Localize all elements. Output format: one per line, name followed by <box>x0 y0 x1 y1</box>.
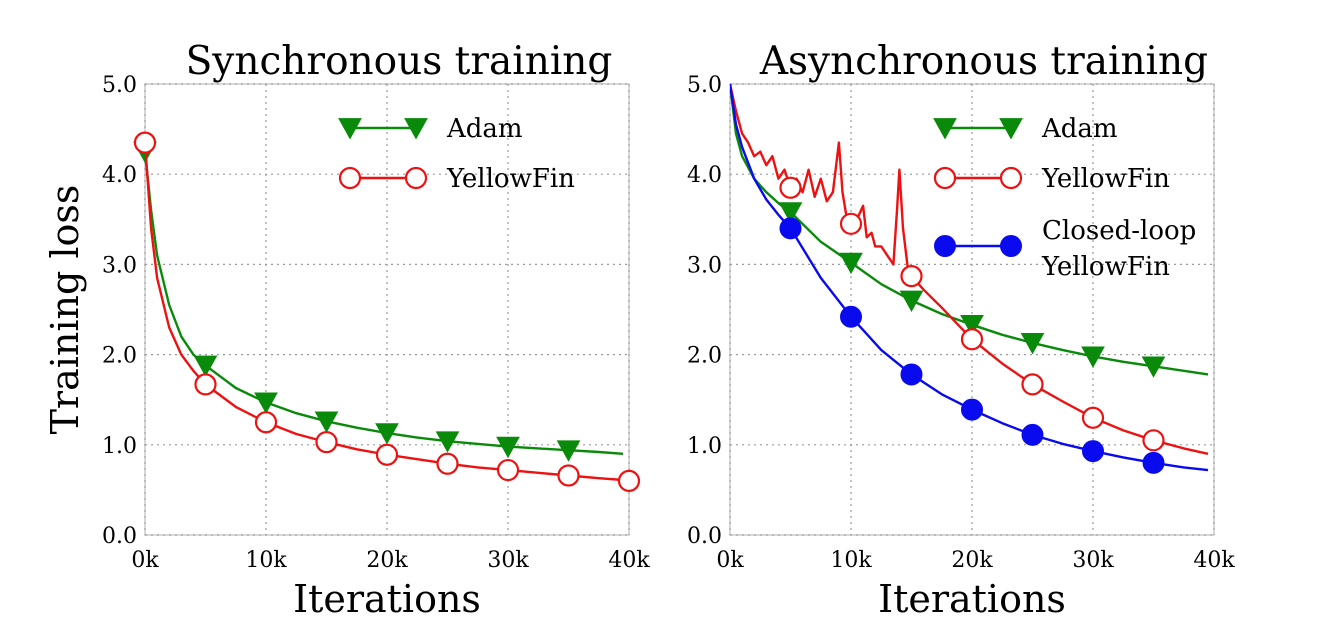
data-point-marker <box>314 411 339 433</box>
x-tick-label: 10k <box>245 548 287 573</box>
y-tick-label: 3.0 <box>102 253 137 278</box>
legend-item: Adam <box>933 114 1118 144</box>
y-axis-label: Training loss <box>43 185 87 435</box>
series-line <box>145 151 624 455</box>
data-point-marker <box>375 443 399 466</box>
data-point-marker <box>496 436 520 459</box>
data-point-marker <box>315 430 338 454</box>
legend-label: Closed-loop <box>1042 216 1196 246</box>
legend-item: Adam <box>338 114 523 144</box>
x-tick-label: 40k <box>1193 548 1235 573</box>
data-point-marker <box>960 314 984 337</box>
data-point-marker <box>961 398 983 421</box>
data-point-marker <box>839 252 863 275</box>
data-point-marker <box>556 440 581 462</box>
data-point-marker <box>375 423 399 445</box>
data-point-marker <box>617 469 641 492</box>
legend-item: Closed-loop YellowFin <box>934 216 1196 282</box>
x-axis-label: Iterations <box>293 577 481 621</box>
legend-item: YellowFin <box>338 164 575 194</box>
data-point-marker <box>840 305 862 328</box>
chart-title: Synchronous training <box>186 39 613 84</box>
series-yellowfin <box>133 131 641 492</box>
legend: Adam YellowFin Closed-loop YellowFin <box>933 114 1196 282</box>
chart-panel-1: 0k 10k 20k 30k 40k 0.0 1.0 2.0 3.0 4.0 5.0 Synchron… <box>43 39 650 621</box>
legend-marker <box>999 118 1023 140</box>
data-point-marker <box>779 217 802 240</box>
x-tick-label: 40k <box>608 548 650 573</box>
x-tick-label: 0k <box>716 548 744 573</box>
data-point-marker <box>1142 429 1165 452</box>
data-point-marker <box>436 452 459 475</box>
legend-label: Adam <box>446 114 523 144</box>
data-point-marker <box>1021 373 1044 396</box>
legend-marker <box>933 166 957 190</box>
data-point-marker <box>496 458 520 482</box>
x-tick-label: 30k <box>1072 548 1114 573</box>
data-point-marker <box>960 328 984 351</box>
data-point-marker <box>557 464 580 487</box>
data-point-marker <box>900 265 923 288</box>
data-point-marker <box>1081 406 1105 429</box>
data-point-marker <box>1082 440 1104 463</box>
data-point-marker <box>133 131 157 154</box>
legend-marker <box>338 166 362 190</box>
x-tick-label: 20k <box>366 548 408 573</box>
chart-panel-2: 0k 10k 20k 30k 40k 0.0 1.0 2.0 3.0 4.0 5.0 Asynchro… <box>687 39 1235 621</box>
data-point-marker <box>1142 451 1165 474</box>
y-tick-label: 1.0 <box>102 434 137 459</box>
legend-label: Adam <box>1041 114 1118 144</box>
legend-label: YellowFin <box>446 164 575 194</box>
y-tick-label: 1.0 <box>687 434 722 459</box>
series-adam <box>730 83 1209 378</box>
series-closed-loop-yellowfin <box>730 83 1209 474</box>
y-tick-label: 0.0 <box>102 524 137 549</box>
legend-marker <box>1000 235 1022 257</box>
legend-marker <box>933 118 957 140</box>
data-point-marker <box>778 202 803 224</box>
x-tick-label: 10k <box>830 548 872 573</box>
data-point-marker <box>435 431 460 453</box>
y-tick-label: 0.0 <box>687 524 722 549</box>
data-point-marker <box>1081 346 1105 368</box>
x-tick-label: 0k <box>131 548 159 573</box>
series-adam <box>133 141 624 462</box>
x-axis-label: Iterations <box>878 577 1066 621</box>
y-tick-label: 2.0 <box>102 344 137 369</box>
data-point-marker <box>254 392 278 414</box>
data-point-marker <box>899 290 924 312</box>
data-point-marker <box>1141 356 1166 378</box>
chart-title: Asynchronous training <box>759 39 1208 84</box>
data-point-marker <box>194 373 217 396</box>
y-tick-label: 4.0 <box>687 163 722 188</box>
data-point-marker <box>1020 333 1045 355</box>
y-tick-label: 2.0 <box>687 344 722 369</box>
legend-marker <box>404 166 428 190</box>
y-tick-label: 4.0 <box>102 163 137 188</box>
series-line <box>730 83 1209 455</box>
data-point-marker <box>779 176 802 199</box>
x-tick-label: 30k <box>487 548 529 573</box>
y-tick-label: 5.0 <box>102 73 137 98</box>
legend-marker <box>999 166 1023 190</box>
legend-marker <box>934 235 956 257</box>
legend-label: YellowFin <box>1041 164 1170 194</box>
x-tick-label: 20k <box>951 548 993 573</box>
legend-marker <box>338 118 362 140</box>
data-point-marker <box>1021 423 1044 446</box>
data-point-marker <box>839 212 863 235</box>
legend-label: YellowFin <box>1041 252 1170 282</box>
legend-item: YellowFin <box>933 164 1170 194</box>
y-tick-label: 3.0 <box>687 253 722 278</box>
legend: Adam YellowFin <box>338 114 575 194</box>
legend-marker <box>404 118 428 140</box>
series-yellowfin <box>730 83 1209 455</box>
data-point-marker <box>193 355 218 377</box>
data-point-marker <box>254 411 278 434</box>
y-tick-label: 5.0 <box>687 73 722 98</box>
data-point-marker <box>900 363 923 386</box>
